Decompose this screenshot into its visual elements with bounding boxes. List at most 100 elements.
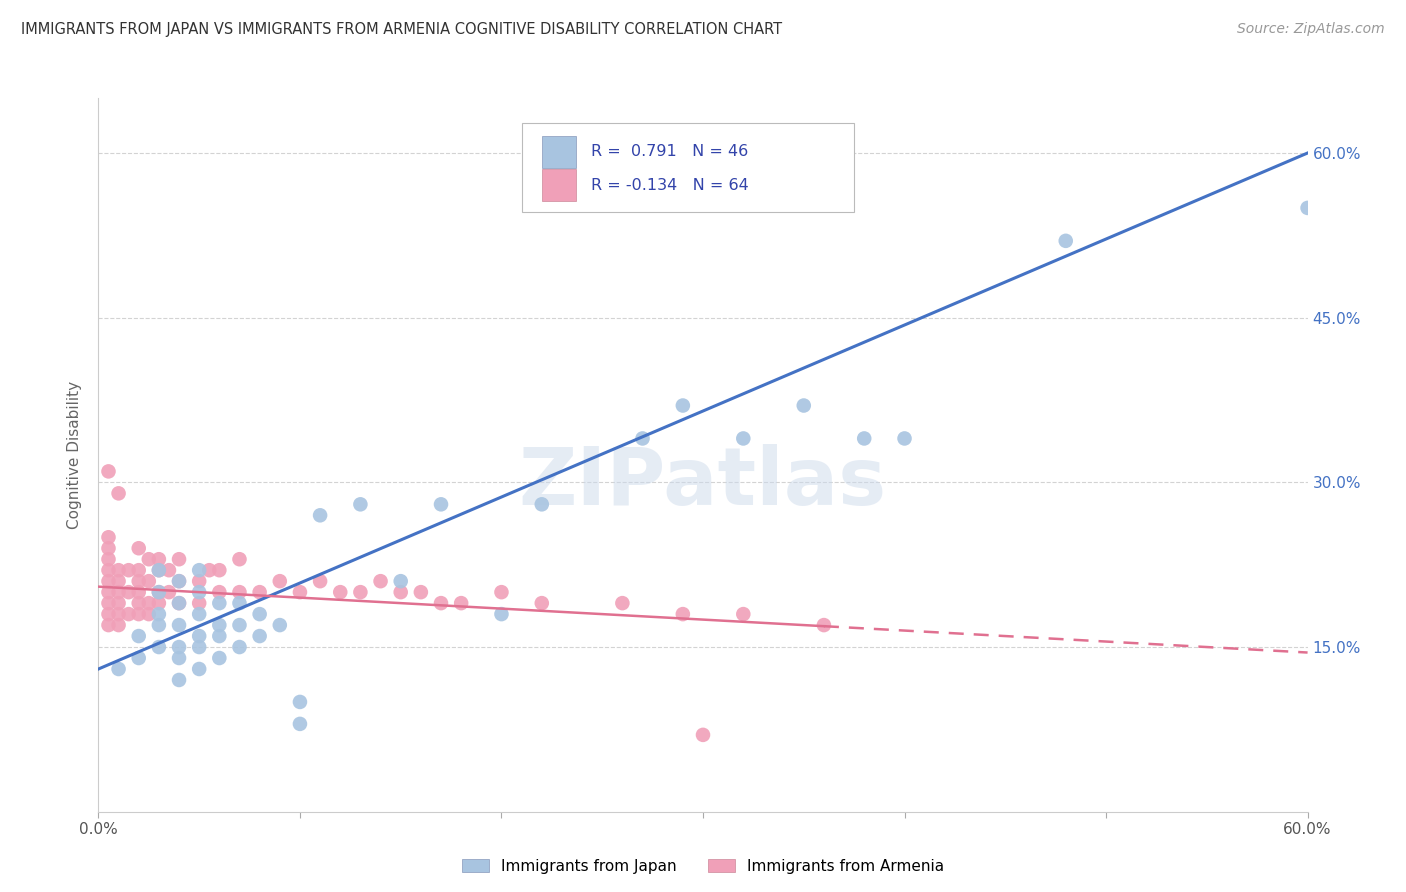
Text: ZIPatlas: ZIPatlas — [519, 444, 887, 523]
Point — [188, 629, 211, 643]
Text: R = -0.134   N = 64: R = -0.134 N = 64 — [591, 178, 748, 193]
Point — [430, 596, 453, 610]
FancyBboxPatch shape — [522, 123, 855, 212]
Point — [97, 585, 120, 599]
Point — [249, 629, 271, 643]
Point — [167, 640, 190, 654]
Text: Source: ZipAtlas.com: Source: ZipAtlas.com — [1237, 22, 1385, 37]
Point — [107, 607, 129, 621]
Point — [491, 585, 513, 599]
Point — [138, 596, 160, 610]
Point — [530, 497, 553, 511]
Point — [148, 618, 170, 632]
Y-axis label: Cognitive Disability: Cognitive Disability — [67, 381, 83, 529]
Point — [97, 574, 120, 589]
Point — [188, 607, 211, 621]
Point — [349, 497, 371, 511]
Point — [188, 574, 211, 589]
Point — [118, 607, 141, 621]
Point — [228, 618, 250, 632]
Point — [370, 574, 392, 589]
Point — [188, 585, 211, 599]
Point — [167, 596, 190, 610]
Point — [148, 585, 170, 599]
Point — [188, 640, 211, 654]
Point — [198, 563, 221, 577]
Point — [853, 432, 876, 446]
Point — [288, 585, 311, 599]
Point — [188, 563, 211, 577]
Point — [148, 596, 170, 610]
Point — [228, 552, 250, 566]
Point — [1054, 234, 1077, 248]
Point — [148, 640, 170, 654]
Point — [249, 585, 271, 599]
Point — [288, 695, 311, 709]
Point — [208, 629, 231, 643]
Point — [269, 618, 291, 632]
Point — [491, 607, 513, 621]
Point — [167, 651, 190, 665]
Point — [249, 607, 271, 621]
Point — [97, 596, 120, 610]
Point — [733, 607, 755, 621]
Point — [107, 574, 129, 589]
Point — [97, 607, 120, 621]
Point — [631, 432, 654, 446]
Point — [107, 486, 129, 500]
Point — [329, 585, 352, 599]
Point — [148, 585, 170, 599]
FancyBboxPatch shape — [543, 169, 576, 202]
Point — [208, 651, 231, 665]
Point — [288, 717, 311, 731]
Point — [97, 530, 120, 544]
Point — [128, 651, 150, 665]
Point — [389, 585, 412, 599]
Point — [430, 497, 453, 511]
Point — [148, 563, 170, 577]
Point — [692, 728, 714, 742]
Point — [450, 596, 472, 610]
Point — [128, 596, 150, 610]
Point — [148, 563, 170, 577]
Point — [157, 563, 180, 577]
Point — [167, 618, 190, 632]
Point — [138, 607, 160, 621]
Point — [107, 585, 129, 599]
Point — [893, 432, 915, 446]
Point — [138, 552, 160, 566]
Point — [309, 574, 332, 589]
Point — [228, 640, 250, 654]
Point — [409, 585, 432, 599]
Point — [389, 574, 412, 589]
Point — [97, 464, 120, 478]
Point — [128, 563, 150, 577]
Point — [97, 563, 120, 577]
Point — [97, 552, 120, 566]
Point — [612, 596, 634, 610]
Point — [128, 574, 150, 589]
Point — [672, 399, 695, 413]
Point — [167, 574, 190, 589]
Point — [188, 662, 211, 676]
Point — [107, 596, 129, 610]
Point — [208, 618, 231, 632]
Point — [107, 563, 129, 577]
Point — [208, 563, 231, 577]
Point — [188, 596, 211, 610]
Point — [148, 607, 170, 621]
Point — [97, 618, 120, 632]
Point — [138, 574, 160, 589]
Point — [128, 629, 150, 643]
Point — [167, 673, 190, 687]
Point — [269, 574, 291, 589]
Point — [128, 607, 150, 621]
Point — [530, 596, 553, 610]
Point — [157, 585, 180, 599]
Point — [128, 585, 150, 599]
Point — [208, 596, 231, 610]
Point — [107, 662, 129, 676]
Point — [167, 596, 190, 610]
Point — [118, 563, 141, 577]
Point — [813, 618, 835, 632]
